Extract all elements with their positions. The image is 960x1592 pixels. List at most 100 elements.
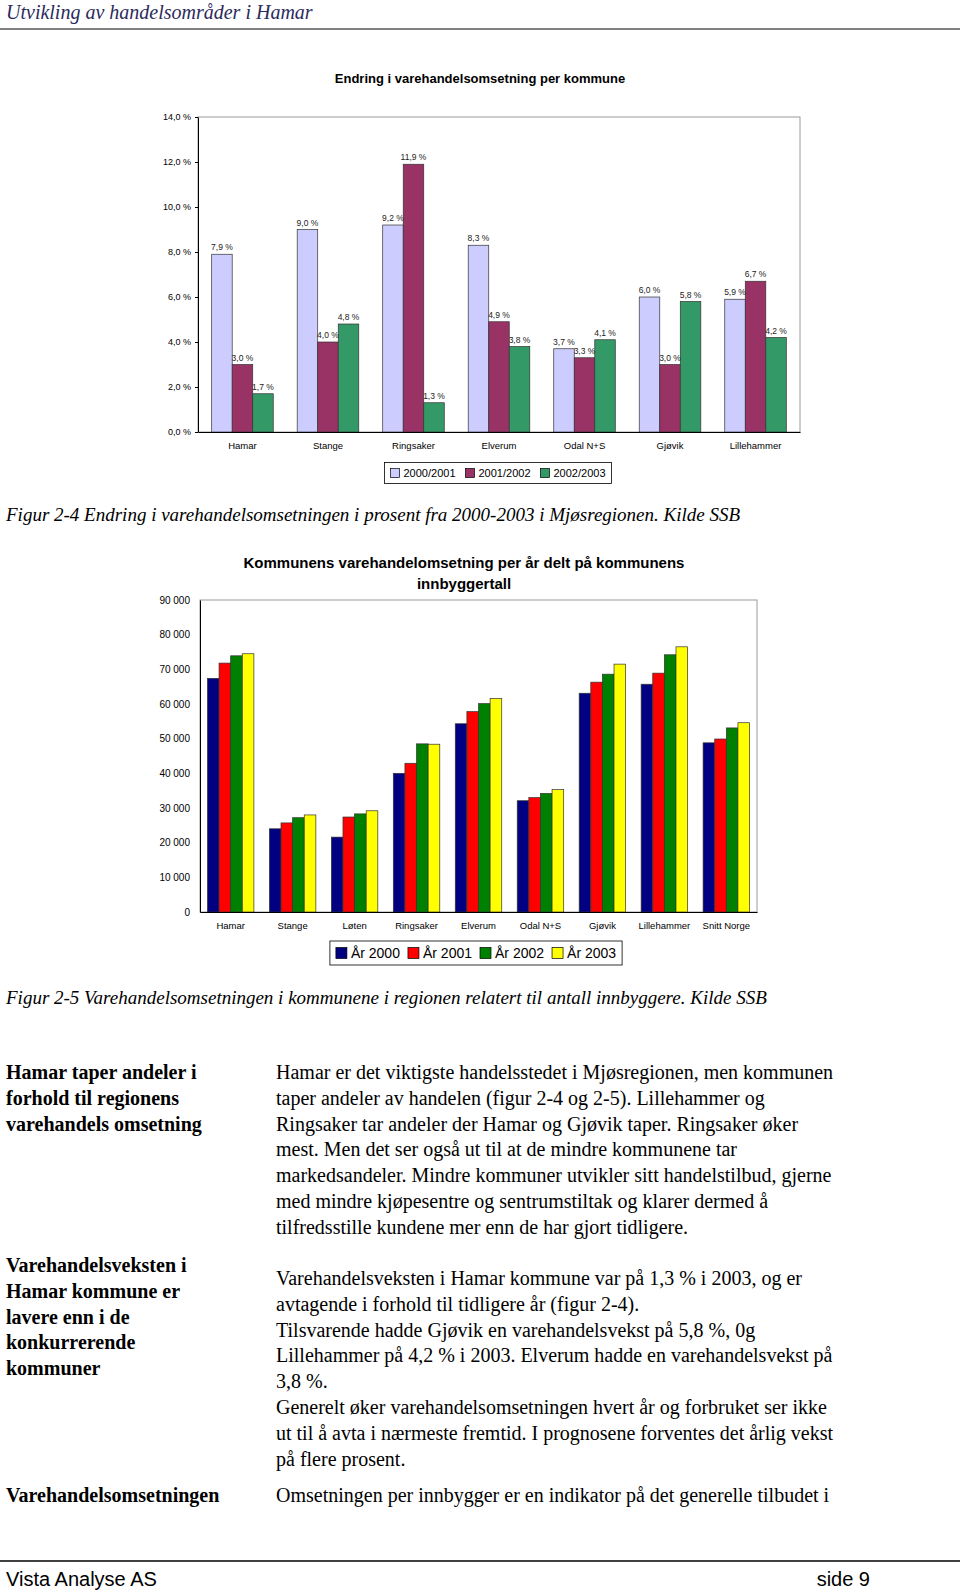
legend-entry: 2002/2003 [541, 467, 606, 479]
bar [297, 230, 318, 433]
legend-swatch [336, 948, 347, 959]
bar [509, 347, 530, 433]
y-tick-mark [195, 117, 198, 118]
bar [540, 793, 552, 912]
y-tick-mark [195, 162, 198, 163]
data-label: 4,1 % [594, 328, 616, 338]
data-label: 3,0 % [659, 353, 681, 363]
data-label: 6,0 % [639, 285, 661, 295]
x-tick: Ringsaker [395, 920, 438, 931]
figure-caption: Figur 2-5 Varehandelsomsetningen i kommu… [5, 987, 767, 1008]
x-tick-label: Odal N+S [564, 440, 605, 451]
body-text: Varehandelsveksten i Hamar kommune var p… [276, 1267, 802, 1290]
bar [253, 394, 274, 432]
data-label: 3,8 % [509, 335, 531, 345]
bar [269, 829, 281, 912]
y-axis-line [200, 601, 201, 913]
y-tick: 8,0 % [168, 247, 198, 257]
legend-swatch [552, 948, 563, 959]
x-axis: HamarStangeRingsakerElverumOdal N+SGjøvi… [199, 433, 801, 451]
data-label: 4,0 % [317, 330, 339, 340]
body-text: Omsetningen per innbygger er en indikato… [276, 1484, 830, 1507]
bar [207, 678, 219, 912]
x-tick-label: Ringsaker [395, 920, 438, 931]
x-tick-label: Gjøvik [657, 440, 684, 451]
y-tick-label: 8,0 % [168, 247, 191, 257]
title-line: Endring i varehandelsomsetning per kommu… [335, 71, 625, 86]
y-tick: 80 000 [159, 629, 200, 640]
footer-right: side 9 [817, 1568, 870, 1590]
bar [383, 225, 404, 432]
legend-entry: 2000/2001 [391, 467, 456, 479]
y-tick-label: 80 000 [159, 629, 190, 640]
y-tick: 20 000 [159, 837, 200, 848]
y-tick: 2,0 % [168, 382, 198, 392]
bar [343, 817, 355, 912]
body-text: Generelt øker varehandelsomsetningen hve… [276, 1396, 827, 1419]
x-tick: Odal N+S [564, 440, 605, 451]
x-tick: Lillehammer [638, 920, 690, 931]
x-tick-label: Lillehammer [730, 440, 782, 451]
y-tick-label: 50 000 [159, 733, 190, 744]
y-tick-label: 4,0 % [168, 337, 191, 347]
y-tick-mark [195, 252, 198, 253]
bar [405, 763, 417, 912]
y-tick-label: 10,0 % [163, 202, 191, 212]
bar [660, 365, 681, 433]
data-label: 7,9 % [211, 242, 233, 252]
x-tick-label: Stange [278, 920, 308, 931]
data-label: 1,7 % [252, 382, 274, 392]
data-label: 11,9 % [401, 152, 427, 162]
bar [231, 656, 243, 912]
legend-label: 2002/2003 [554, 467, 606, 479]
y-tick-label: 14,0 % [163, 112, 191, 122]
x-tick: Hamar [228, 440, 257, 451]
bar [212, 254, 233, 432]
legend-entry: År 2001 [408, 945, 472, 961]
x-tick: Stange [313, 440, 343, 451]
legend-swatch [391, 469, 400, 478]
legend-label: 2000/2001 [404, 467, 456, 479]
legend-swatch [408, 948, 419, 959]
plot-frame [200, 600, 757, 912]
bar [455, 724, 467, 912]
bar [653, 673, 665, 912]
bar [591, 682, 603, 912]
section: Hamar taper andeler iforhold til regione… [6, 1061, 833, 1239]
legend-label: År 2000 [351, 945, 400, 961]
section-heading: Varehandelsveksten i [6, 1254, 187, 1276]
bar [574, 358, 595, 432]
data-label: 1,3 % [423, 391, 445, 401]
x-tick-label: Gjøvik [589, 920, 616, 931]
section-heading: Varehandelsomsetningen [6, 1484, 219, 1507]
y-axis: 010 00020 00030 00040 00050 00060 00070 … [159, 595, 200, 918]
y-tick-label: 2,0 % [168, 382, 191, 392]
bar [242, 654, 254, 912]
bar [468, 245, 489, 432]
y-tick-mark [195, 297, 198, 298]
section-heading: varehandels omsetning [6, 1113, 202, 1136]
legend: År 2000År 2001År 2002År 2003 [330, 941, 622, 965]
bar [293, 818, 305, 912]
title-line: innbyggertall [417, 575, 511, 592]
legend-label: År 2001 [423, 945, 472, 961]
section-heading: kommuner [6, 1357, 101, 1379]
bar [517, 801, 529, 912]
y-axis-line [198, 118, 199, 433]
legend-label: År 2002 [495, 945, 544, 961]
y-tick-mark [195, 207, 198, 208]
page: Utvikling av handelsområder i Hamar0,0 %… [0, 0, 960, 1592]
bar [355, 814, 367, 912]
bar [614, 664, 626, 912]
y-tick: 14,0 % [163, 112, 198, 122]
y-tick-label: 6,0 % [168, 292, 191, 302]
x-tick: Stange [278, 920, 308, 931]
y-tick: 6,0 % [168, 292, 198, 302]
bar [602, 674, 614, 912]
y-tick-label: 30 000 [159, 803, 190, 814]
bar [680, 302, 701, 433]
y-tick-label: 60 000 [159, 699, 190, 710]
section-heading: konkurrerende [6, 1331, 135, 1353]
body-text: på flere prosent. [276, 1448, 405, 1471]
y-tick-label: 70 000 [159, 664, 190, 675]
